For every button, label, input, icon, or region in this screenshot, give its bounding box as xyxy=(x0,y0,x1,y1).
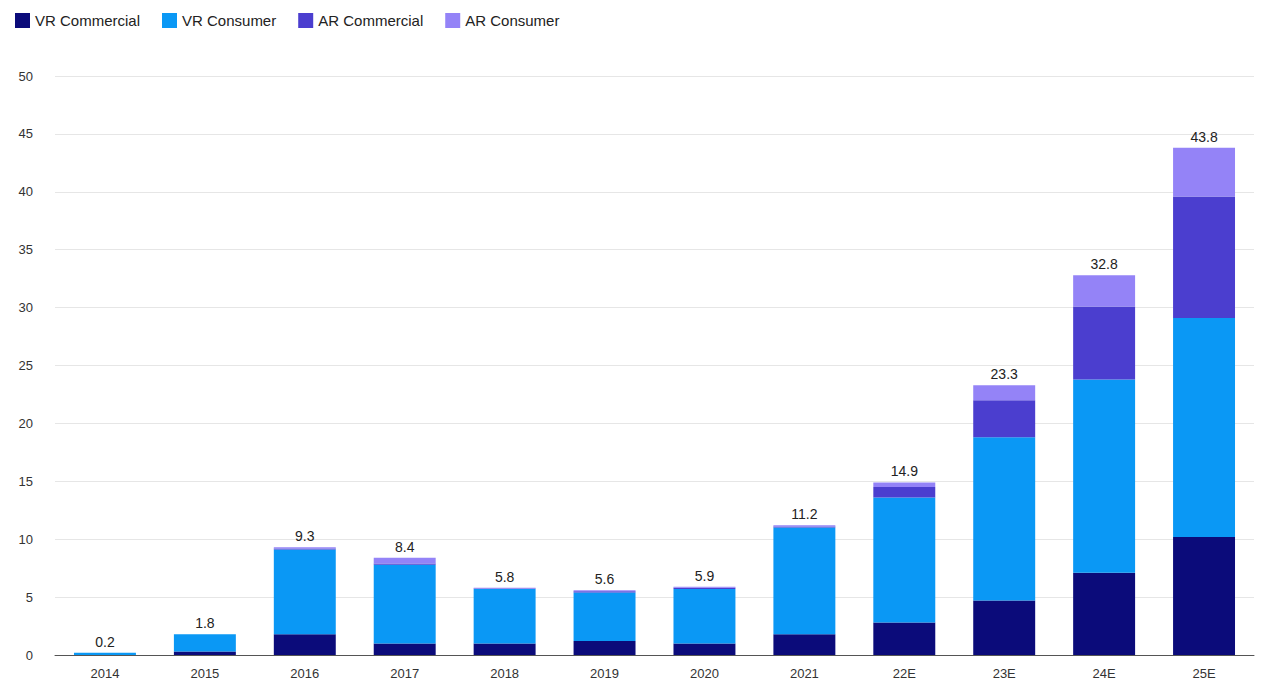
svg-text:10: 10 xyxy=(19,532,33,547)
svg-text:2018: 2018 xyxy=(490,666,519,681)
svg-text:45: 45 xyxy=(19,126,33,141)
svg-text:43.8: 43.8 xyxy=(1190,129,1217,145)
svg-text:23.3: 23.3 xyxy=(991,366,1018,382)
svg-text:11.2: 11.2 xyxy=(791,506,817,522)
svg-text:2019: 2019 xyxy=(590,666,619,681)
svg-text:25E: 25E xyxy=(1192,666,1215,681)
svg-text:AR Commercial: AR Commercial xyxy=(318,12,423,29)
svg-text:2016: 2016 xyxy=(290,666,319,681)
svg-text:2021: 2021 xyxy=(790,666,819,681)
svg-text:5.8: 5.8 xyxy=(495,569,515,585)
svg-text:15: 15 xyxy=(19,474,33,489)
svg-text:0: 0 xyxy=(26,648,33,663)
svg-text:25: 25 xyxy=(19,358,33,373)
svg-text:2014: 2014 xyxy=(90,666,119,681)
svg-text:2020: 2020 xyxy=(690,666,719,681)
svg-text:8.4: 8.4 xyxy=(395,539,415,555)
svg-text:2015: 2015 xyxy=(190,666,219,681)
svg-text:1.8: 1.8 xyxy=(195,615,215,631)
svg-text:32.8: 32.8 xyxy=(1091,256,1118,272)
svg-text:23E: 23E xyxy=(993,666,1016,681)
svg-text:9.3: 9.3 xyxy=(295,528,315,544)
svg-text:2017: 2017 xyxy=(390,666,419,681)
svg-text:VR Commercial: VR Commercial xyxy=(35,12,140,29)
svg-text:50: 50 xyxy=(19,69,33,84)
svg-text:0.2: 0.2 xyxy=(95,634,115,650)
svg-text:5: 5 xyxy=(26,590,33,605)
svg-text:24E: 24E xyxy=(1093,666,1116,681)
svg-text:20: 20 xyxy=(19,416,33,431)
svg-text:5.9: 5.9 xyxy=(695,568,715,584)
svg-text:14.9: 14.9 xyxy=(891,463,918,479)
svg-text:30: 30 xyxy=(19,300,33,315)
svg-text:35: 35 xyxy=(19,242,33,257)
svg-text:VR Consumer: VR Consumer xyxy=(182,12,276,29)
svg-text:40: 40 xyxy=(19,184,33,199)
svg-text:22E: 22E xyxy=(893,666,916,681)
svg-text:5.6: 5.6 xyxy=(595,571,615,587)
svg-text:AR Consumer: AR Consumer xyxy=(465,12,559,29)
